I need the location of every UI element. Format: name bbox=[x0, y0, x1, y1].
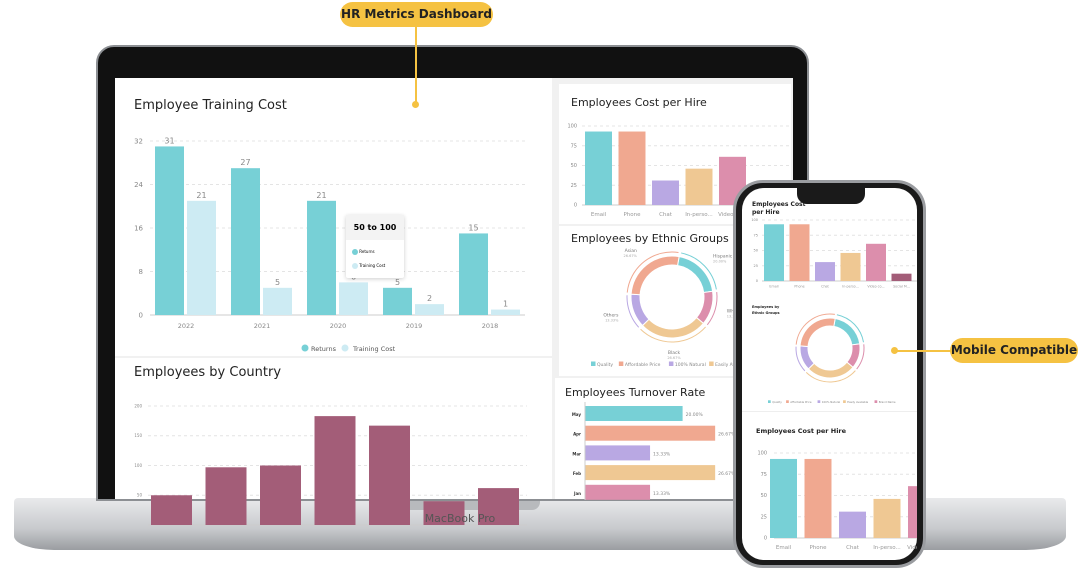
phone-ethnic-title: Employees by Ethnic Groups bbox=[752, 305, 780, 315]
phone-cost-title: Employees Cost per Hire bbox=[752, 201, 806, 216]
country-panel: Employees by Country bbox=[115, 358, 552, 499]
country-title: Employees by Country bbox=[134, 365, 282, 380]
tooltip-item-training: Training Cost bbox=[352, 259, 404, 273]
callout-hr-metrics: HR Metrics Dashboard bbox=[340, 2, 493, 27]
tooltip-title: 50 to 100 bbox=[346, 215, 404, 240]
laptop-notch bbox=[380, 500, 540, 510]
phone-divider bbox=[742, 411, 917, 412]
training-panel: Employee Training Cost bbox=[115, 78, 552, 356]
callout-mobile: Mobile Compatible bbox=[950, 338, 1078, 363]
chart-tooltip: 50 to 100 Returns Training Cost bbox=[346, 215, 404, 278]
tooltip-label: Training Cost bbox=[359, 263, 386, 268]
turnover-title: Employees Turnover Rate bbox=[565, 386, 706, 399]
callout-dot-right bbox=[891, 347, 898, 354]
phone-cost-title-2: Employees Cost per Hire bbox=[756, 427, 847, 435]
callout-dot-top bbox=[412, 101, 419, 108]
device-label: MacBook Pro bbox=[424, 512, 496, 525]
training-title: Employee Training Cost bbox=[134, 98, 287, 113]
dashboard-screen: Employee Training Cost Employees by Coun… bbox=[115, 78, 793, 499]
tooltip-item-returns: Returns bbox=[352, 245, 404, 259]
callout-line-right bbox=[894, 350, 952, 352]
returns-dot-icon bbox=[352, 249, 358, 255]
phone-notch bbox=[797, 188, 865, 204]
ethnic-title: Employees by Ethnic Groups bbox=[571, 232, 729, 245]
training-dot-icon bbox=[352, 263, 358, 269]
tooltip-label: Returns bbox=[359, 249, 375, 254]
phone-screen: Employees Cost per Hire Employees by Eth… bbox=[742, 188, 917, 560]
callout-line-top bbox=[415, 26, 417, 104]
cost-title: Employees Cost per Hire bbox=[571, 96, 707, 109]
